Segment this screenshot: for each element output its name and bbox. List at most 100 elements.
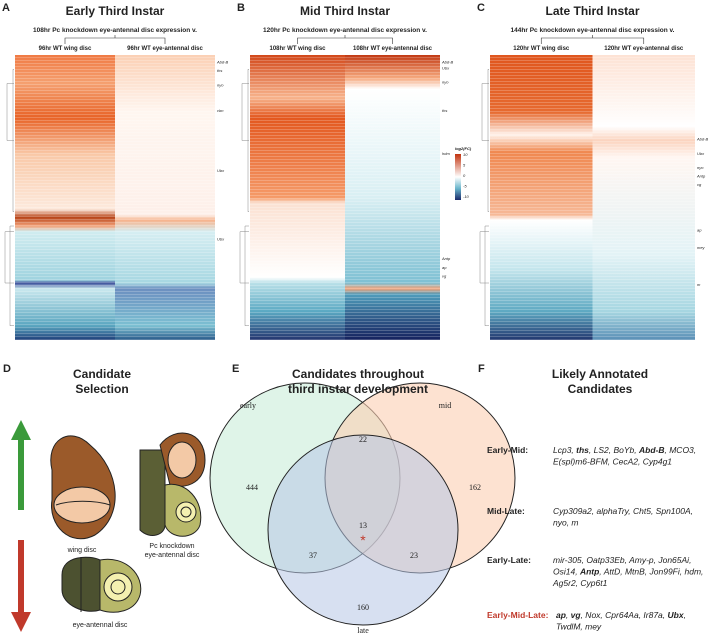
gene-bold: Antp [579,567,599,577]
bracket [297,35,393,44]
up-arrow [11,420,31,510]
row-label: Mid-Late: [487,506,525,516]
gene-text: , MCO3, [665,445,697,455]
panel-letter: D [3,363,11,375]
gene-line: nyo, m [553,518,579,528]
gene-label: hdm [442,151,450,156]
caption: Pc knockdown [149,543,194,550]
gene-text: nyo, m [553,518,579,528]
legend-tick: 10 [463,152,468,157]
panel-subtitle: 120hr Pc knockdown eye-antennal disc exp… [263,27,427,34]
gene-label: Ubx [217,236,225,241]
gene-line: E(spl)m6-BFM, CecA2, Cyp4g1 [553,457,672,467]
legend-tick: -5 [463,184,467,189]
dendrogram [239,69,249,326]
panel-subtitle: 108hr Pc knockdown eye-antennal disc exp… [33,27,197,34]
legend-title: log2(FC) [455,146,472,151]
gene-bold: Abd-B [638,445,665,455]
gene-line: ap, vg, Nox, Cpr64Aa, Ir87a, Ubx, [556,610,686,620]
column-label: 108hr WT eye-antennal disc [353,46,433,52]
panel-title: Candidates throughout [292,367,424,381]
gene-text: Ag5r2, Cyp6t1 [552,578,608,588]
column-label: 108hr WT wing disc [269,46,326,52]
set-label: mid [439,401,451,410]
heatmap-rows [250,55,440,340]
gene-label: vg [442,273,447,278]
gene-label: Antp [441,256,451,261]
kd-pouch [167,441,197,479]
panel-title: Likely Annotated [552,367,648,381]
gene-line: Cyp309a2, alphaTry, Cht5, Spn100A, [553,506,693,516]
bracket [540,35,645,44]
gene-text: Lcp3, [553,445,576,455]
legend-tick: -10 [463,194,470,199]
count: 23 [410,551,418,560]
row-label: Early-Mid-Late: [487,610,549,620]
gene-text: Osi14, [553,567,580,577]
count: 444 [246,483,258,492]
set-label: early [240,401,256,410]
gene-text: TwdlM, mey [556,622,602,632]
gene-text: Cyp309a2, alphaTry, Cht5, Spn100A, [553,506,693,516]
gene-text: , [684,610,686,620]
caption: eye-antennal disc [73,622,128,629]
caption: wing disc [67,547,97,554]
gene-bold: vg [571,610,582,620]
gene-text: , AttD, MtnB, Jon99Fi, hdm, [599,567,703,577]
panel-title: Selection [75,382,128,396]
gene-line: mir-305, Oatp33Eb, Amy-p, Jon65Ai, [553,555,691,565]
gene-text: , [566,610,571,620]
kd-eye [139,449,166,536]
gene-bold: ap [556,610,566,620]
panel-letter: B [237,2,245,14]
count: 22 [359,435,367,444]
antenna-ring-inner [110,579,126,595]
panel-letter: C [477,2,485,14]
bracket [64,35,166,44]
panel-title: Candidates [568,382,633,396]
panel-subtitle: 144hr Pc knockdown eye-antennal disc exp… [511,27,675,34]
down-arrow [11,540,31,632]
gene-label: ap [442,265,447,270]
column-label: 96hr WT eye-antennal disc [127,46,203,52]
gene-bold: Ubx [668,610,685,620]
set-label: late [357,626,369,635]
gene-label: Ubx [217,168,225,173]
row-label: Early-Late: [487,555,531,565]
gene-label: vg [697,182,702,187]
column-label: 96hr WT wing disc [39,46,92,52]
panel-title: Candidate [73,367,131,381]
gene-label: nyo [217,82,224,87]
count: 160 [357,603,369,612]
antenna-ring [103,572,133,602]
gene-line: Osi14, Antp, AttD, MtnB, Jon99Fi, hdm, [553,567,703,577]
dendrogram [479,69,489,326]
gene-label: Abd-B [441,60,453,65]
column-label: 120hr WT wing disc [513,46,570,52]
gene-label: mey [697,245,706,250]
panel-title: Early Third Instar [66,4,165,18]
count: 162 [469,483,481,492]
wing-pouch [53,486,111,524]
panel-d-art [11,420,206,632]
dendrogram [4,69,14,326]
gene-label: Antp [696,174,706,179]
gene-label: Ubx [442,65,450,70]
gene-label: ths [442,108,447,113]
legend-bar [455,154,461,200]
heatmap-rows [490,55,695,340]
gene-label: Abd-B [696,137,708,142]
caption: eye-antennal disc [145,552,200,559]
venn-late [267,434,459,626]
panel-title: third instar development [288,382,428,396]
panel-letter: A [2,2,10,14]
column-label: 120hr WT eye-antennal disc [604,46,684,52]
gene-text: E(spl)m6-BFM, CecA2, Cyp4g1 [553,457,672,467]
panel-title: Mid Third Instar [300,4,390,18]
row-label: Early-Mid: [487,445,528,455]
star: * [360,532,366,548]
kd-ring [175,501,197,523]
gene-text: , LS2, BoYb, [589,445,639,455]
gene-label: ths [217,68,222,73]
